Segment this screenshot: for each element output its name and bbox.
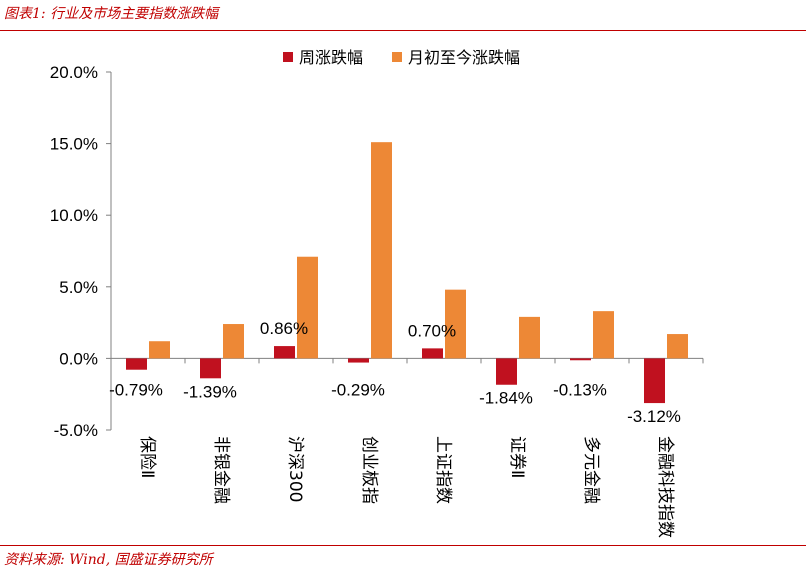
legend-swatch-weekly <box>283 52 293 62</box>
bar-monthly <box>149 341 170 359</box>
bar-monthly <box>519 316 540 359</box>
bar-weekly <box>496 358 517 385</box>
bar-monthly <box>297 256 318 359</box>
category-label: 上证指数 <box>433 436 453 504</box>
bars <box>126 142 688 404</box>
data-label-weekly: -1.84% <box>479 389 533 408</box>
bar-weekly <box>422 348 443 359</box>
bar-monthly <box>445 289 466 359</box>
data-label-weekly: -0.13% <box>553 380 607 399</box>
bar-weekly <box>570 358 591 361</box>
x-axis <box>110 357 704 364</box>
category-label: 沪深300 <box>285 436 305 502</box>
category-label: 保险Ⅱ <box>137 436 157 478</box>
bar-weekly <box>274 346 295 359</box>
data-label-weekly: -3.12% <box>627 407 681 426</box>
data-label-weekly: 0.70% <box>408 321 456 340</box>
bar-weekly <box>644 358 665 404</box>
y-tick-label: 10.0% <box>50 206 98 225</box>
top-divider <box>0 30 806 31</box>
bar-weekly <box>126 358 147 370</box>
category-label: 金融科技指数 <box>655 436 675 538</box>
bar-weekly <box>200 358 221 379</box>
y-tick-label: 15.0% <box>50 135 98 154</box>
category-label: 证券Ⅱ <box>507 436 527 478</box>
data-label-weekly: -0.29% <box>331 380 385 399</box>
bar-chart: 周涨跌幅 月初至今涨跌幅 -5.0% 0.0% 5.0% 10.0% 15.0% 20.0… <box>50 48 704 538</box>
legend-label-monthly: 月初至今涨跌幅 <box>408 48 520 67</box>
legend: 周涨跌幅 月初至今涨跌幅 <box>283 48 520 67</box>
bar-weekly <box>348 358 369 363</box>
y-tick-label: 0.0% <box>59 349 98 368</box>
bar-monthly <box>371 142 392 359</box>
source-note: 资料来源: Wind, 国盛证券研究所 <box>4 552 213 568</box>
category-label: 多元金融 <box>581 436 601 504</box>
category-label: 非银金融 <box>211 436 231 504</box>
y-tick-label: -5.0% <box>54 421 98 440</box>
data-label-weekly: -1.39% <box>183 382 237 401</box>
figure-title: 图表1: 行业及市场主要指数涨跌幅 <box>4 6 219 22</box>
y-axis: -5.0% 0.0% 5.0% 10.0% 15.0% 20.0% <box>50 63 112 440</box>
category-labels: 保险Ⅱ 非银金融 沪深300 创业板指 上证指数 证券Ⅱ 多元金融 金融科技指数 <box>137 436 675 538</box>
legend-label-weekly: 周涨跌幅 <box>299 48 363 67</box>
bottom-divider <box>0 545 806 546</box>
y-tick-label: 5.0% <box>59 278 98 297</box>
data-label-weekly: -0.79% <box>109 380 163 399</box>
legend-swatch-monthly <box>392 52 402 62</box>
bar-monthly <box>593 311 614 359</box>
data-labels: -0.79% -1.39% 0.86% -0.29% 0.70% -1.84% -0.13%… <box>109 319 681 426</box>
data-label-weekly: 0.86% <box>260 319 308 338</box>
category-label: 创业板指 <box>359 436 379 504</box>
bar-monthly <box>667 334 688 359</box>
y-tick-label: 20.0% <box>50 63 98 82</box>
bar-monthly <box>223 324 244 359</box>
